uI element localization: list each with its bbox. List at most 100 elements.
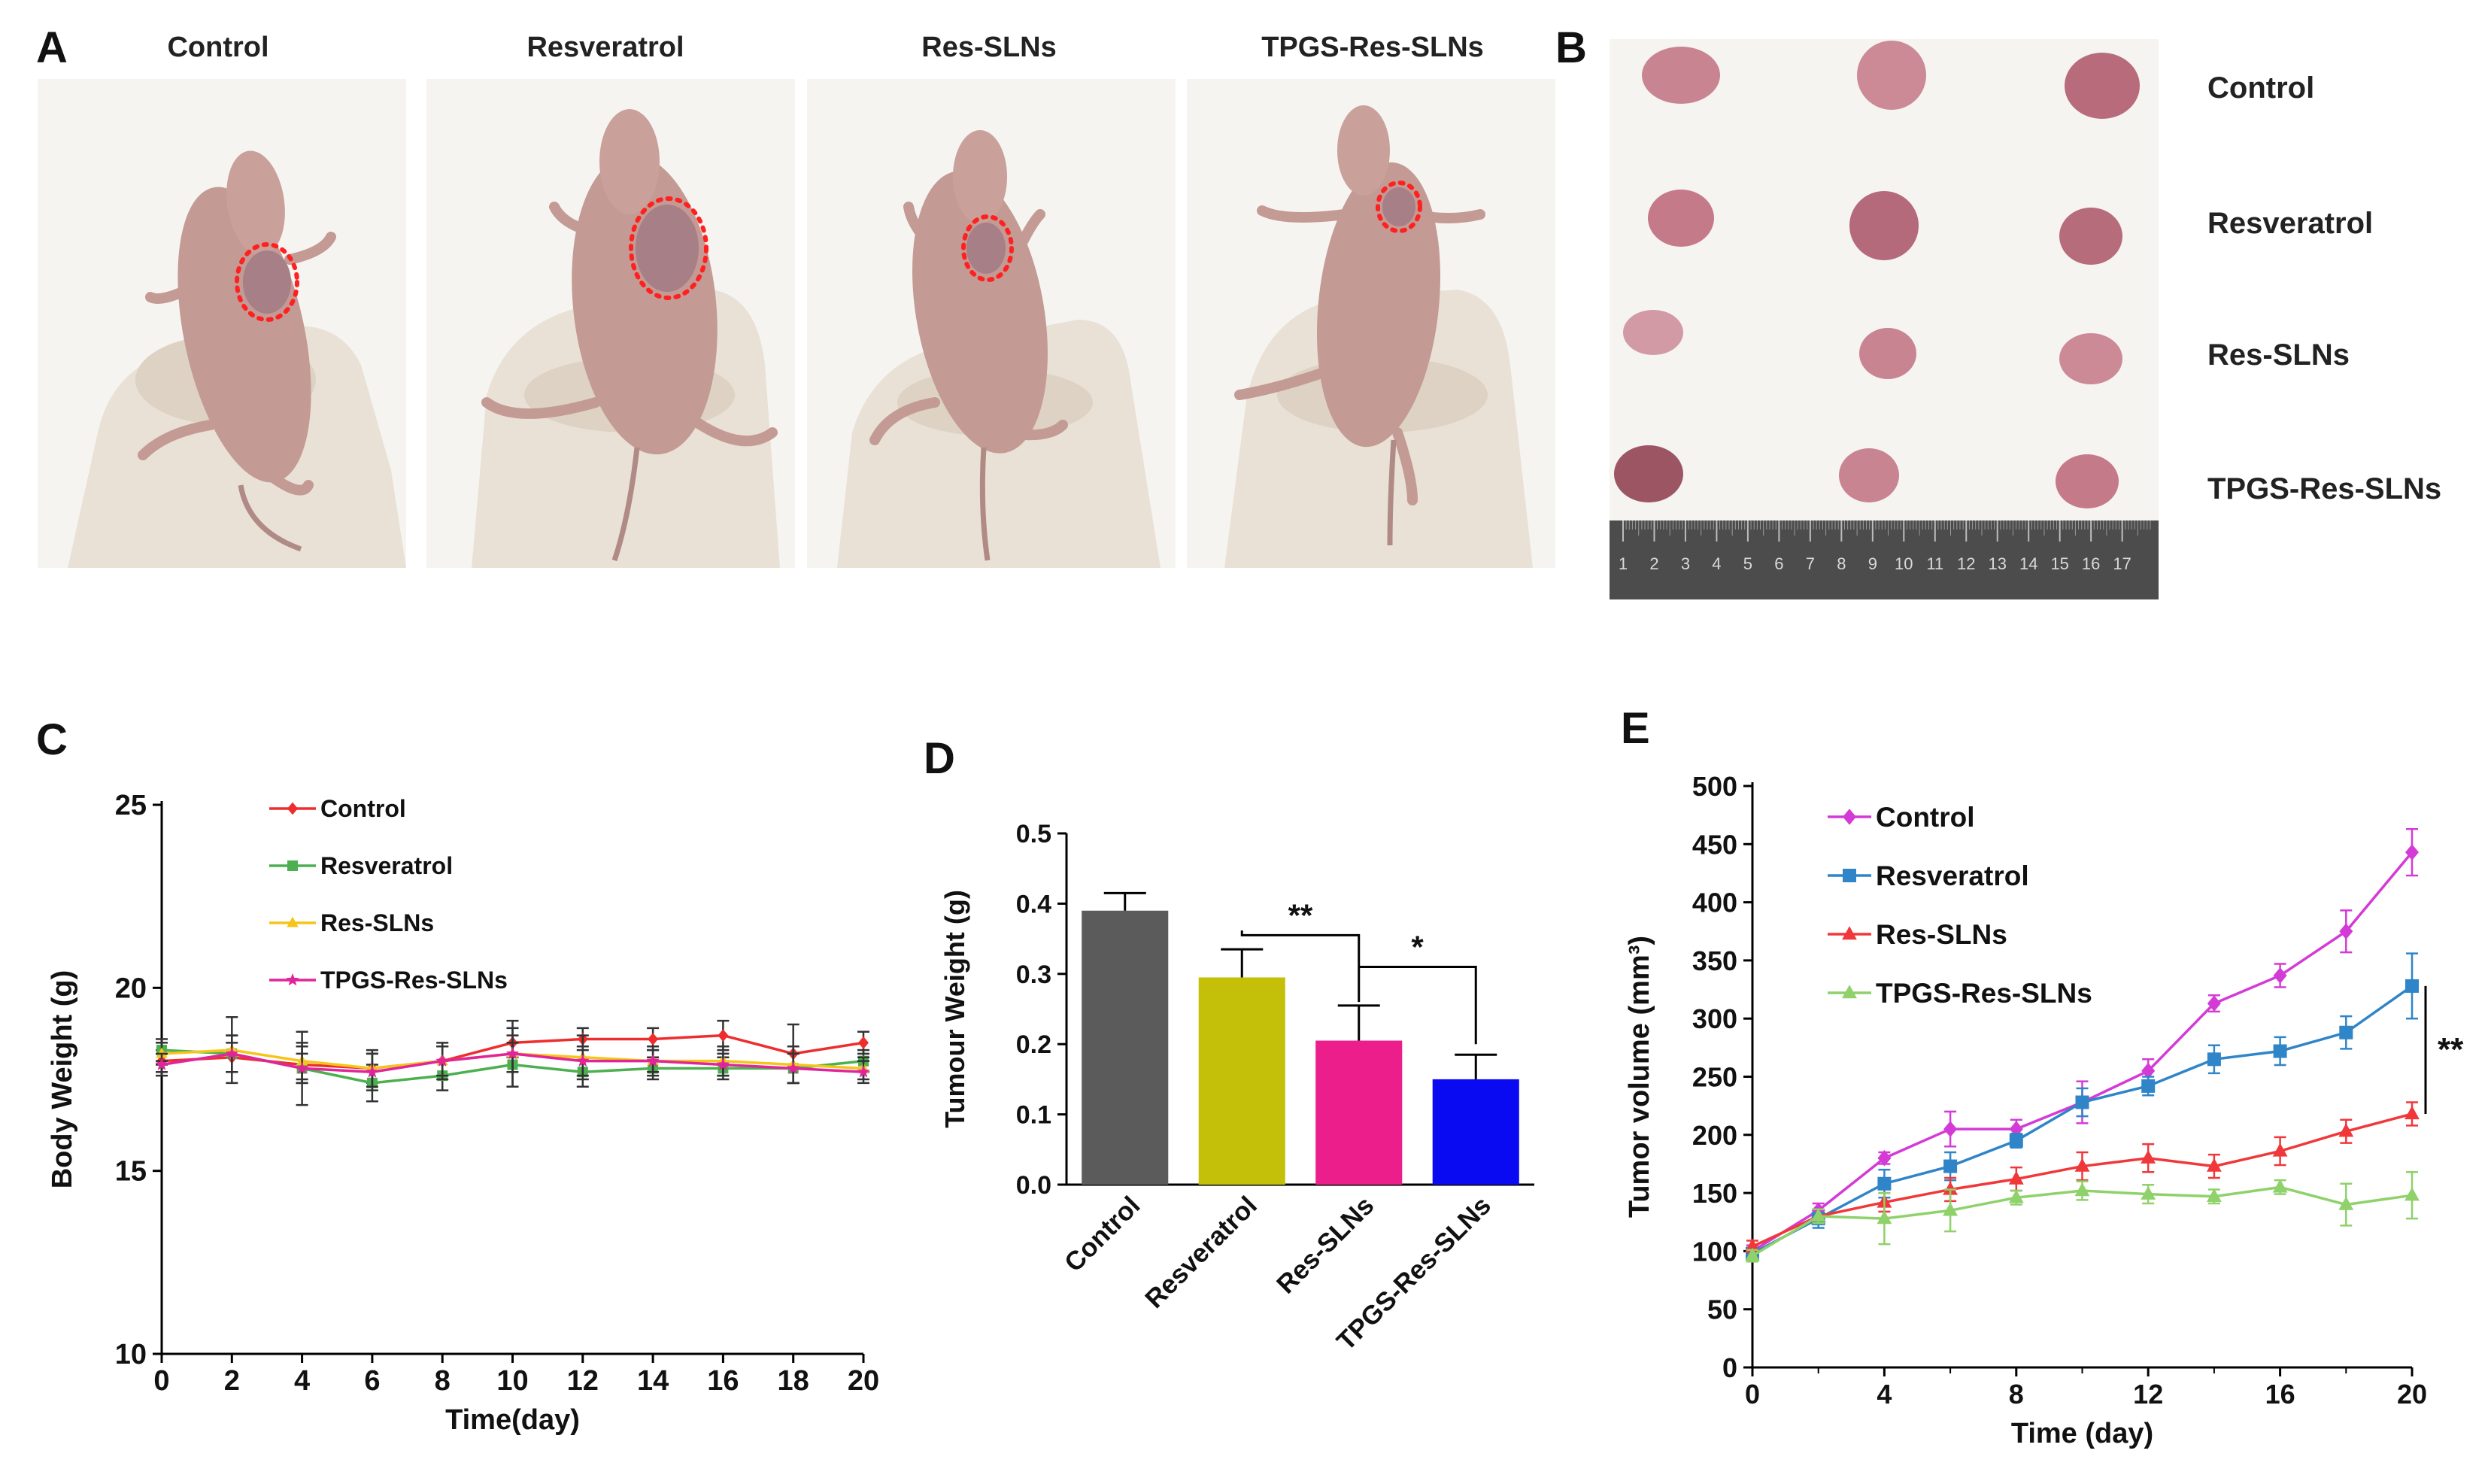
tumor [1614, 445, 1683, 502]
y-axis-label: Tumor volume (mm³) [1624, 936, 1655, 1218]
panel-label-a: A [36, 23, 68, 72]
tumor [2059, 333, 2122, 384]
tumor [2056, 454, 2119, 508]
data-point [718, 1029, 729, 1042]
data-point [2272, 1143, 2288, 1157]
y-tick-label: 150 [1692, 1178, 1737, 1209]
y-tick-label: 10 [115, 1339, 147, 1370]
panel-label-b: B [1555, 23, 1587, 72]
tumor [1623, 310, 1683, 355]
data-point [1943, 1121, 1958, 1137]
tumor [2065, 53, 2140, 119]
data-point [648, 1033, 659, 1045]
data-point [2273, 967, 2287, 984]
data-point [1943, 1159, 1958, 1173]
ruler-number: 16 [2082, 554, 2100, 573]
data-point [787, 1061, 800, 1074]
data-point [2141, 1079, 2156, 1093]
y-tick-label: 0.1 [1016, 1101, 1051, 1130]
ruler-number: 14 [2019, 554, 2037, 573]
x-tick-label: 20 [2397, 1379, 2427, 1410]
data-point [2141, 1062, 2156, 1079]
y-tick-label: 0.2 [1016, 1030, 1051, 1059]
x-tick-label: 18 [778, 1365, 809, 1397]
data-point [1810, 1208, 1826, 1222]
x-axis-label: Time (day) [2011, 1418, 2153, 1449]
data-point [2405, 844, 2419, 860]
x-tick-label: 4 [1877, 1379, 1892, 1410]
data-point [2272, 1179, 2288, 1193]
panel-label-e: E [1621, 704, 1650, 753]
x-tick-label: 0 [153, 1365, 169, 1397]
y-tick-label: 300 [1692, 1003, 1737, 1034]
tumor-row-label-resveratrol: Resveratrol [2207, 207, 2374, 240]
tumor-volume-chart: 0 50 100 150 200 250 300 350 400 450 500 0 4 8 12 16 20 T… [1624, 771, 2464, 1449]
y-tick-label: 500 [1692, 771, 1737, 802]
data-point [716, 1058, 730, 1070]
significance-bracket [1358, 965, 1477, 1045]
ruler-number: 1 [1619, 554, 1628, 573]
data-point [2009, 1133, 2023, 1148]
x-tick-label: 16 [707, 1365, 739, 1397]
data-point [576, 1054, 590, 1067]
significance-label: ** [1288, 897, 1313, 933]
data-point [858, 1036, 869, 1049]
x-tick-label: Resveratrol [1139, 1191, 1263, 1314]
tumor [1859, 328, 1916, 379]
photo-title-tpgs-res-slns: TPGS-Res-SLNs [1261, 32, 1484, 63]
data-point [505, 1046, 520, 1060]
tumor-circle [1376, 181, 1422, 233]
y-tick-label: 100 [1692, 1236, 1737, 1267]
x-tick-label: 2 [224, 1365, 240, 1397]
y-tick-label: 0.4 [1016, 890, 1051, 918]
data-point [2339, 923, 2353, 940]
data-point [2141, 1149, 2156, 1164]
data-point [2405, 1187, 2420, 1201]
tumor-photo: 1 2 3 4 5 6 7 8 9 10 11 12 13 14 15 16 17 [1610, 39, 2159, 599]
legend-label: TPGS-Res-SLNs [320, 967, 508, 994]
series-tpgs-res-slns [155, 1030, 870, 1106]
bar [1315, 1040, 1403, 1185]
legend-marker [1842, 926, 1857, 940]
data-point [1943, 1202, 1958, 1216]
ruler-number: 15 [2050, 554, 2068, 573]
legend: Control Resveratrol Res-SLNs TPGS-Res-SLNs [1828, 802, 2092, 1009]
y-axis-label: Body Weight (g) [47, 970, 78, 1189]
data-point [156, 1047, 168, 1058]
y-tick-label: 15 [115, 1156, 147, 1188]
ruler-number: 11 [1926, 554, 1943, 573]
tumor-row-label-control: Control [2207, 71, 2315, 105]
ruler-number: 7 [1806, 554, 1815, 573]
mouse-photo-control [38, 79, 406, 568]
data-point [2405, 979, 2419, 993]
data-point [1745, 1238, 1760, 1252]
data-point [225, 1046, 238, 1060]
legend-label: Resveratrol [320, 852, 453, 879]
tumor-circle [961, 214, 1014, 282]
ruler-number: 2 [1649, 554, 1658, 573]
mouse-photo-resveratrol [426, 79, 795, 568]
tumor-row-label-res-slns: Res-SLNs [2207, 338, 2350, 372]
ruler-number: 3 [1681, 554, 1690, 573]
legend-marker [1842, 985, 1857, 999]
y-tick-label: 0.3 [1016, 961, 1051, 989]
ruler-number: 9 [1868, 554, 1877, 573]
data-point [2405, 1106, 2420, 1120]
ruler-number: 12 [1957, 554, 1975, 573]
legend-label: TPGS-Res-SLNs [1876, 978, 2092, 1009]
tumor [1648, 190, 1714, 247]
x-tick-label: Control [1059, 1191, 1146, 1278]
tumor [1849, 191, 1919, 260]
x-tick-label: 12 [2133, 1379, 2163, 1410]
x-tick-label: 8 [2009, 1379, 2024, 1410]
y-tick-label: 0 [1722, 1352, 1737, 1383]
x-tick-label: 20 [848, 1365, 879, 1397]
panel-label-d: D [924, 734, 955, 783]
series-tpgs-res-slns [1745, 1171, 2420, 1263]
x-tick-label: 8 [435, 1365, 451, 1397]
tumor-row-label-tpgs-res-slns: TPGS-Res-SLNs [2207, 472, 2442, 505]
x-tick-label: 4 [294, 1365, 310, 1397]
x-tick-label: 6 [364, 1365, 380, 1397]
mouse-photo-res-slns [807, 79, 1176, 568]
y-tick-label: 0.5 [1016, 820, 1051, 848]
